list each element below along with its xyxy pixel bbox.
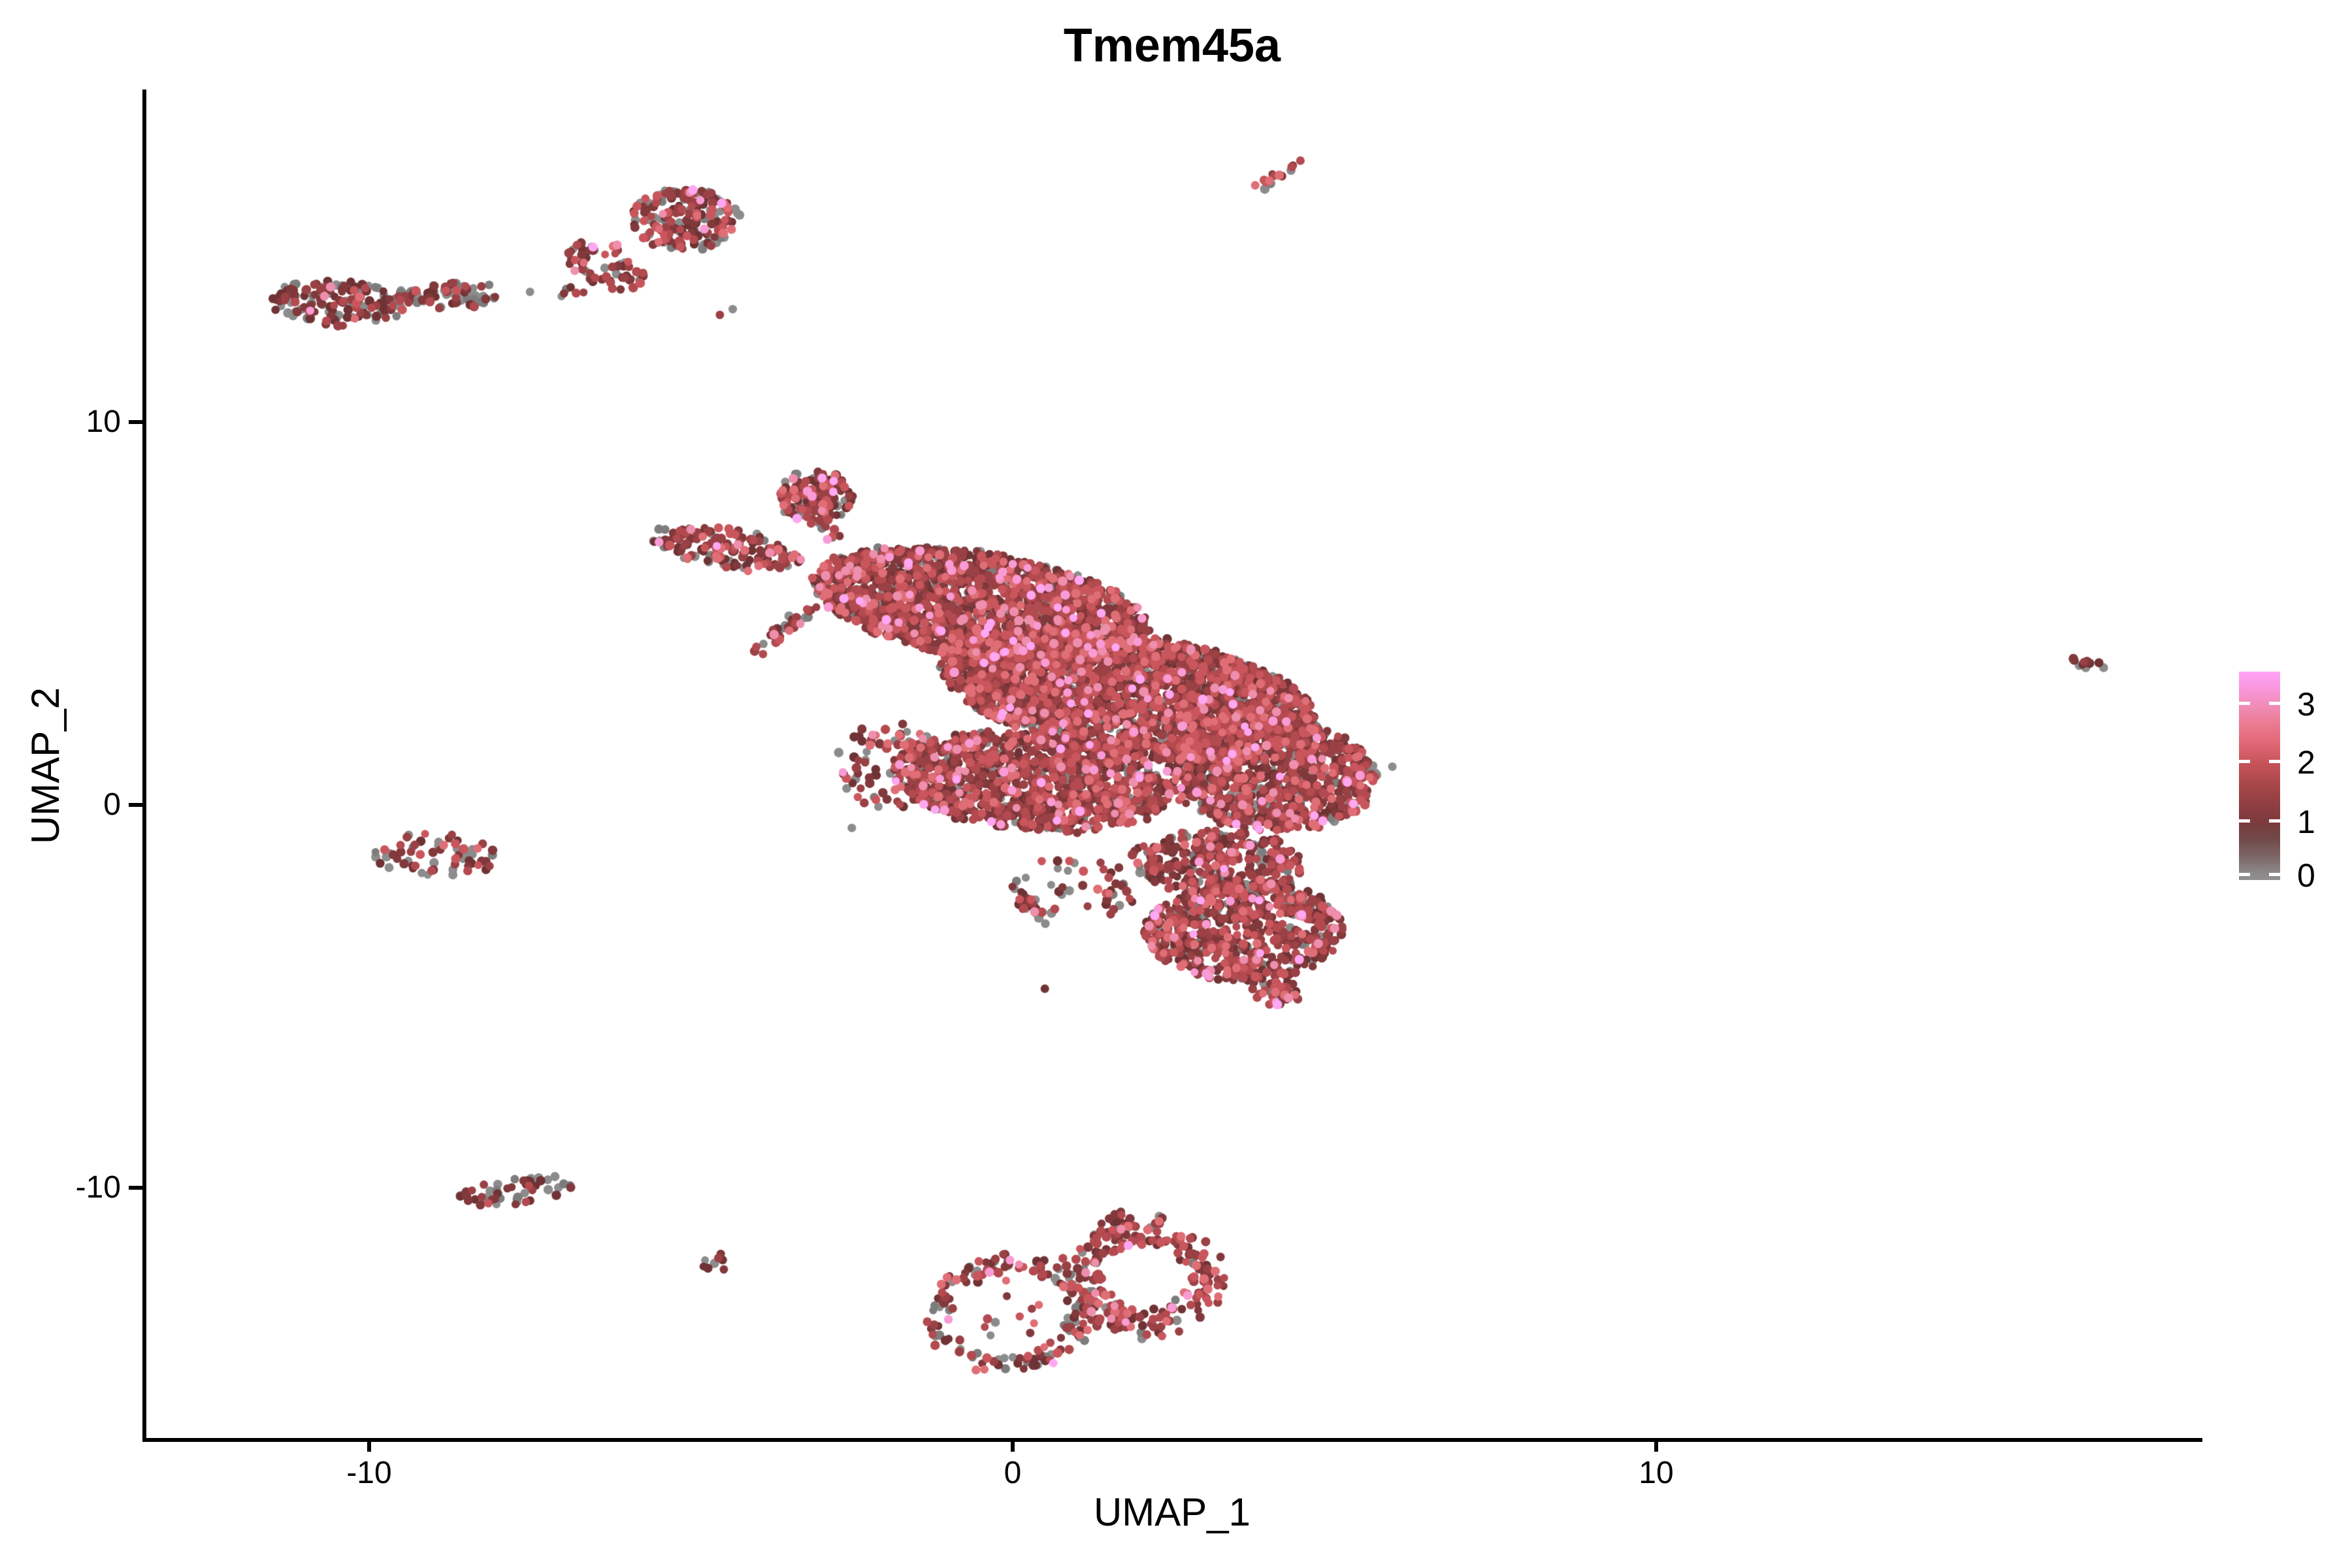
x-tick-label: 0 — [1004, 1456, 1022, 1490]
legend-tick-dash — [2269, 702, 2280, 705]
legend-tick-label: 1 — [2297, 804, 2315, 840]
x-axis-line — [142, 1438, 2202, 1442]
y-tick-label: 10 — [86, 404, 121, 439]
legend-tick-dash — [2269, 819, 2280, 823]
legend-tick-dash — [2269, 873, 2280, 876]
legend-tick-dash — [2239, 702, 2250, 705]
x-tick-label: -10 — [346, 1456, 392, 1490]
y-tick-label: -10 — [75, 1170, 121, 1205]
legend-tick-dash — [2239, 760, 2250, 763]
y-tick-label: 0 — [103, 787, 121, 822]
y-tick-mark — [129, 420, 142, 424]
x-tick-mark — [367, 1442, 371, 1452]
y-tick-mark — [129, 803, 142, 807]
y-axis-title: UMAP_2 — [24, 687, 67, 845]
y-tick-mark — [129, 1186, 142, 1190]
legend-tick-dash — [2269, 760, 2280, 763]
y-axis-line — [142, 90, 146, 1442]
x-tick-mark — [1011, 1442, 1015, 1452]
legend-tick-label: 0 — [2297, 857, 2315, 894]
x-tick-label: 10 — [1639, 1456, 1674, 1490]
legend-colorbar — [2239, 672, 2280, 880]
legend-tick-label: 2 — [2297, 744, 2315, 781]
legend-tick-label: 3 — [2297, 686, 2315, 723]
legend-tick-dash — [2239, 873, 2250, 876]
plot-title: Tmem45a — [1063, 20, 1281, 72]
legend-tick-dash — [2239, 819, 2250, 823]
x-axis-title: UMAP_1 — [1093, 1490, 1251, 1534]
x-tick-mark — [1654, 1442, 1658, 1452]
